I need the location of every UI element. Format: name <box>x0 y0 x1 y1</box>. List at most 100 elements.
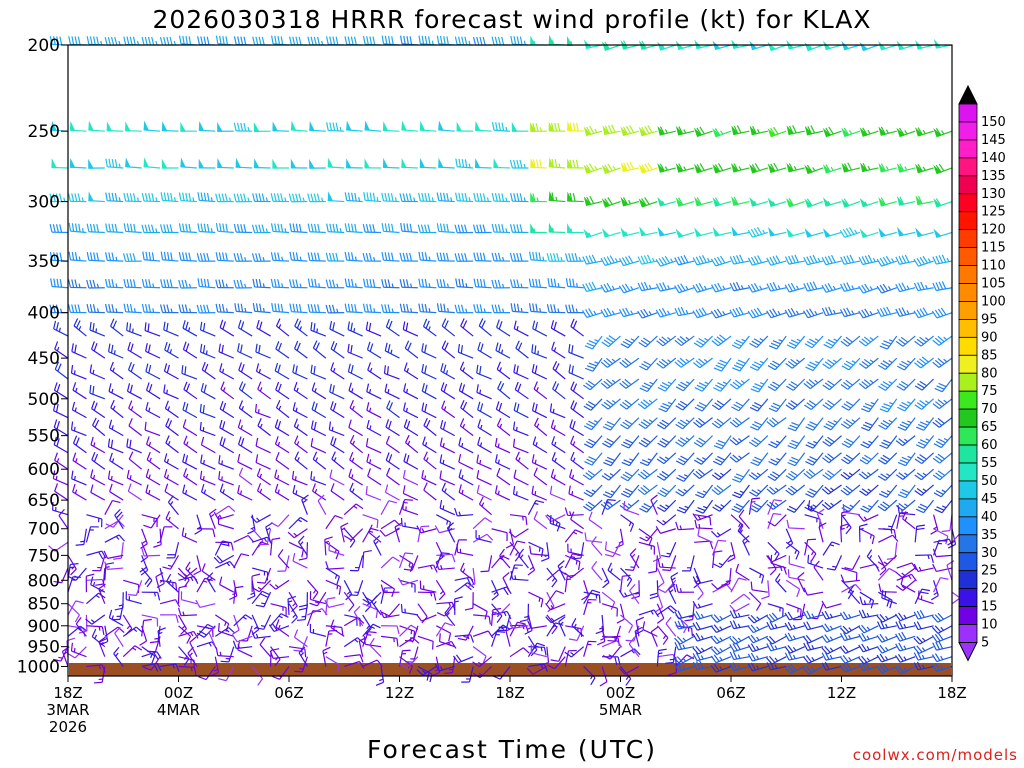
chart-title: 2026030318 HRRR forecast wind profile (k… <box>152 5 871 34</box>
wind-barb <box>711 484 732 496</box>
wind-barb <box>196 577 213 593</box>
wind-barb <box>72 382 87 400</box>
wind-barb <box>438 157 455 169</box>
wind-barb <box>941 514 953 533</box>
wind-barb <box>583 398 603 411</box>
wind-barb <box>841 567 858 581</box>
wind-barb <box>289 251 308 262</box>
wind-barb <box>404 340 419 359</box>
wind-barb <box>767 357 787 371</box>
wind-barb <box>858 523 868 543</box>
wind-barb <box>497 614 511 632</box>
wind-barb <box>767 566 788 575</box>
wind-barb <box>747 634 769 644</box>
wind-barb <box>159 36 179 46</box>
wind-barb <box>766 499 787 510</box>
x-tick-label: 18Z <box>937 684 966 702</box>
wind-barb <box>444 656 456 675</box>
wind-barb <box>287 528 308 539</box>
wind-barb <box>712 40 732 51</box>
wind-barb <box>85 573 95 593</box>
wind-barb <box>403 362 419 380</box>
wind-barb <box>399 279 418 289</box>
wind-barb <box>384 383 400 400</box>
wind-barb <box>876 644 897 654</box>
wind-barb <box>932 417 953 428</box>
wind-barb <box>108 609 124 627</box>
wind-barb <box>126 322 142 337</box>
wind-barb <box>913 255 934 267</box>
wind-barb <box>141 224 161 234</box>
wind-barb <box>491 528 508 541</box>
wind-barb <box>363 192 382 203</box>
wind-barb <box>934 499 953 514</box>
wind-barb <box>142 251 161 262</box>
wind-barb <box>584 335 603 350</box>
wind-barb <box>675 398 695 411</box>
wind-barb <box>219 363 235 380</box>
wind-barb <box>897 452 916 467</box>
wind-barb <box>583 484 603 498</box>
wind-barb <box>403 402 419 419</box>
wind-barb <box>298 592 309 611</box>
wind-barb <box>381 603 400 617</box>
wind-barb <box>858 655 879 665</box>
wind-barb <box>540 646 550 666</box>
wind-barb <box>349 555 364 572</box>
wind-barb <box>140 542 149 563</box>
wind-barb <box>159 526 173 543</box>
wind-barb <box>164 483 179 501</box>
wind-barb <box>88 158 105 169</box>
wind-barb <box>729 651 750 661</box>
wind-barb <box>657 197 676 207</box>
wind-barb <box>858 624 879 634</box>
wind-barb <box>71 343 87 359</box>
wind-barb <box>343 528 364 541</box>
wind-barb <box>531 454 548 470</box>
wind-barb <box>615 528 624 549</box>
wind-barb <box>194 514 203 535</box>
wind-barb <box>269 537 281 556</box>
wind-barb <box>805 417 824 431</box>
wind-barb <box>123 36 142 46</box>
wind-barb <box>802 654 824 664</box>
wind-barb <box>439 454 455 470</box>
wind-barb <box>98 583 106 604</box>
wind-barb <box>68 36 87 46</box>
wind-barb <box>69 157 87 169</box>
wind-barb <box>841 435 861 448</box>
wind-barb <box>511 121 529 132</box>
wind-barb <box>747 662 768 672</box>
wind-barb <box>307 278 326 289</box>
wind-barb <box>160 279 179 289</box>
wind-barb <box>748 468 769 480</box>
wind-barb <box>526 665 548 675</box>
wind-barb <box>823 417 842 431</box>
wind-barb <box>729 620 750 630</box>
wind-barb <box>858 378 879 390</box>
wind-barb <box>456 121 474 132</box>
wind-barb <box>878 484 898 498</box>
wind-barb <box>238 381 253 400</box>
wind-barb <box>859 127 879 137</box>
wind-barb <box>86 625 105 635</box>
wind-barb <box>86 664 106 673</box>
wind-barb <box>876 255 897 267</box>
wind-barb <box>201 361 216 380</box>
wind-barb <box>766 635 787 645</box>
wind-barb <box>731 196 750 206</box>
wind-barb <box>567 543 584 556</box>
wind-barb <box>618 255 640 267</box>
wind-barb <box>932 281 953 292</box>
wind-barb <box>600 378 621 389</box>
wind-barb <box>642 621 658 637</box>
wind-barb <box>878 534 899 543</box>
wind-barb <box>822 541 840 556</box>
wind-barb <box>215 193 234 203</box>
wind-barb <box>423 417 437 437</box>
wind-barb <box>105 192 124 203</box>
wind-barb <box>317 494 327 515</box>
wind-barb <box>571 618 585 637</box>
wind-barb <box>86 303 105 314</box>
colorbar-segment <box>958 354 978 374</box>
